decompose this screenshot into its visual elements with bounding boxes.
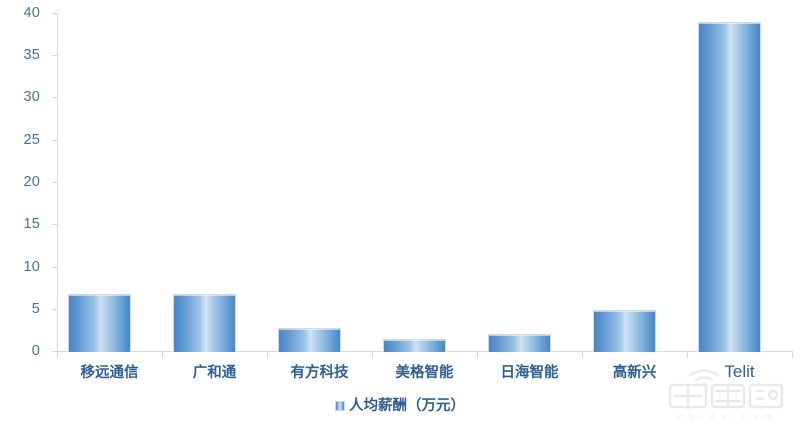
x-tick-mark (582, 352, 583, 358)
y-tick-label: 35 (23, 46, 40, 63)
x-tick-mark (162, 352, 163, 358)
x-tick-mark (477, 352, 478, 358)
y-tick-mark (52, 182, 57, 183)
y-tick-mark (52, 224, 57, 225)
y-tick-mark (52, 55, 57, 56)
y-tick-mark (52, 309, 57, 310)
bar-0 (68, 293, 131, 352)
y-tick-label: 5 (31, 300, 40, 317)
x-tick-mark (267, 352, 268, 358)
y-tick-label: 0 (31, 342, 40, 359)
y-axis-line (57, 13, 58, 352)
y-tick-mark (52, 13, 57, 14)
legend-item-label: 人均薪酬（万元） (349, 398, 465, 414)
x-axis-label-1: 广和通 (192, 365, 237, 381)
y-axis: 40 35 30 25 20 15 10 5 0 (0, 0, 57, 360)
bar-1 (173, 293, 236, 352)
bar-6 (698, 22, 761, 352)
x-tick-mark (792, 352, 793, 358)
y-tick-label: 10 (23, 258, 40, 275)
x-tick-mark (687, 352, 688, 358)
x-axis-label-6: Telit (724, 362, 755, 381)
y-tick-mark (52, 140, 57, 141)
y-tick-mark (52, 97, 57, 98)
x-axis-label-4: 日海智能 (500, 365, 559, 381)
square-swatch-icon (335, 401, 345, 412)
y-tick-mark (52, 267, 57, 268)
bar-5 (593, 309, 656, 353)
bar-4 (488, 334, 551, 352)
y-tick-mark (52, 351, 57, 352)
y-tick-label: 20 (23, 173, 40, 190)
y-tick-label: 25 (23, 131, 40, 148)
x-axis-label-3: 美格智能 (395, 365, 454, 381)
y-tick-label: 15 (23, 215, 40, 232)
y-tick-label: 30 (23, 88, 40, 105)
x-axis-label-0: 移远通信 (80, 365, 139, 381)
x-tick-mark (57, 352, 58, 358)
x-axis-label-2: 有方科技 (290, 365, 349, 381)
bar-2 (278, 328, 341, 352)
x-axis-label-5: 高新兴 (612, 365, 657, 381)
x-tick-mark (372, 352, 373, 358)
chart-legend: 人均薪酬（万元） (0, 399, 800, 414)
y-tick-label: 40 (23, 4, 40, 21)
bar-3 (383, 338, 446, 352)
